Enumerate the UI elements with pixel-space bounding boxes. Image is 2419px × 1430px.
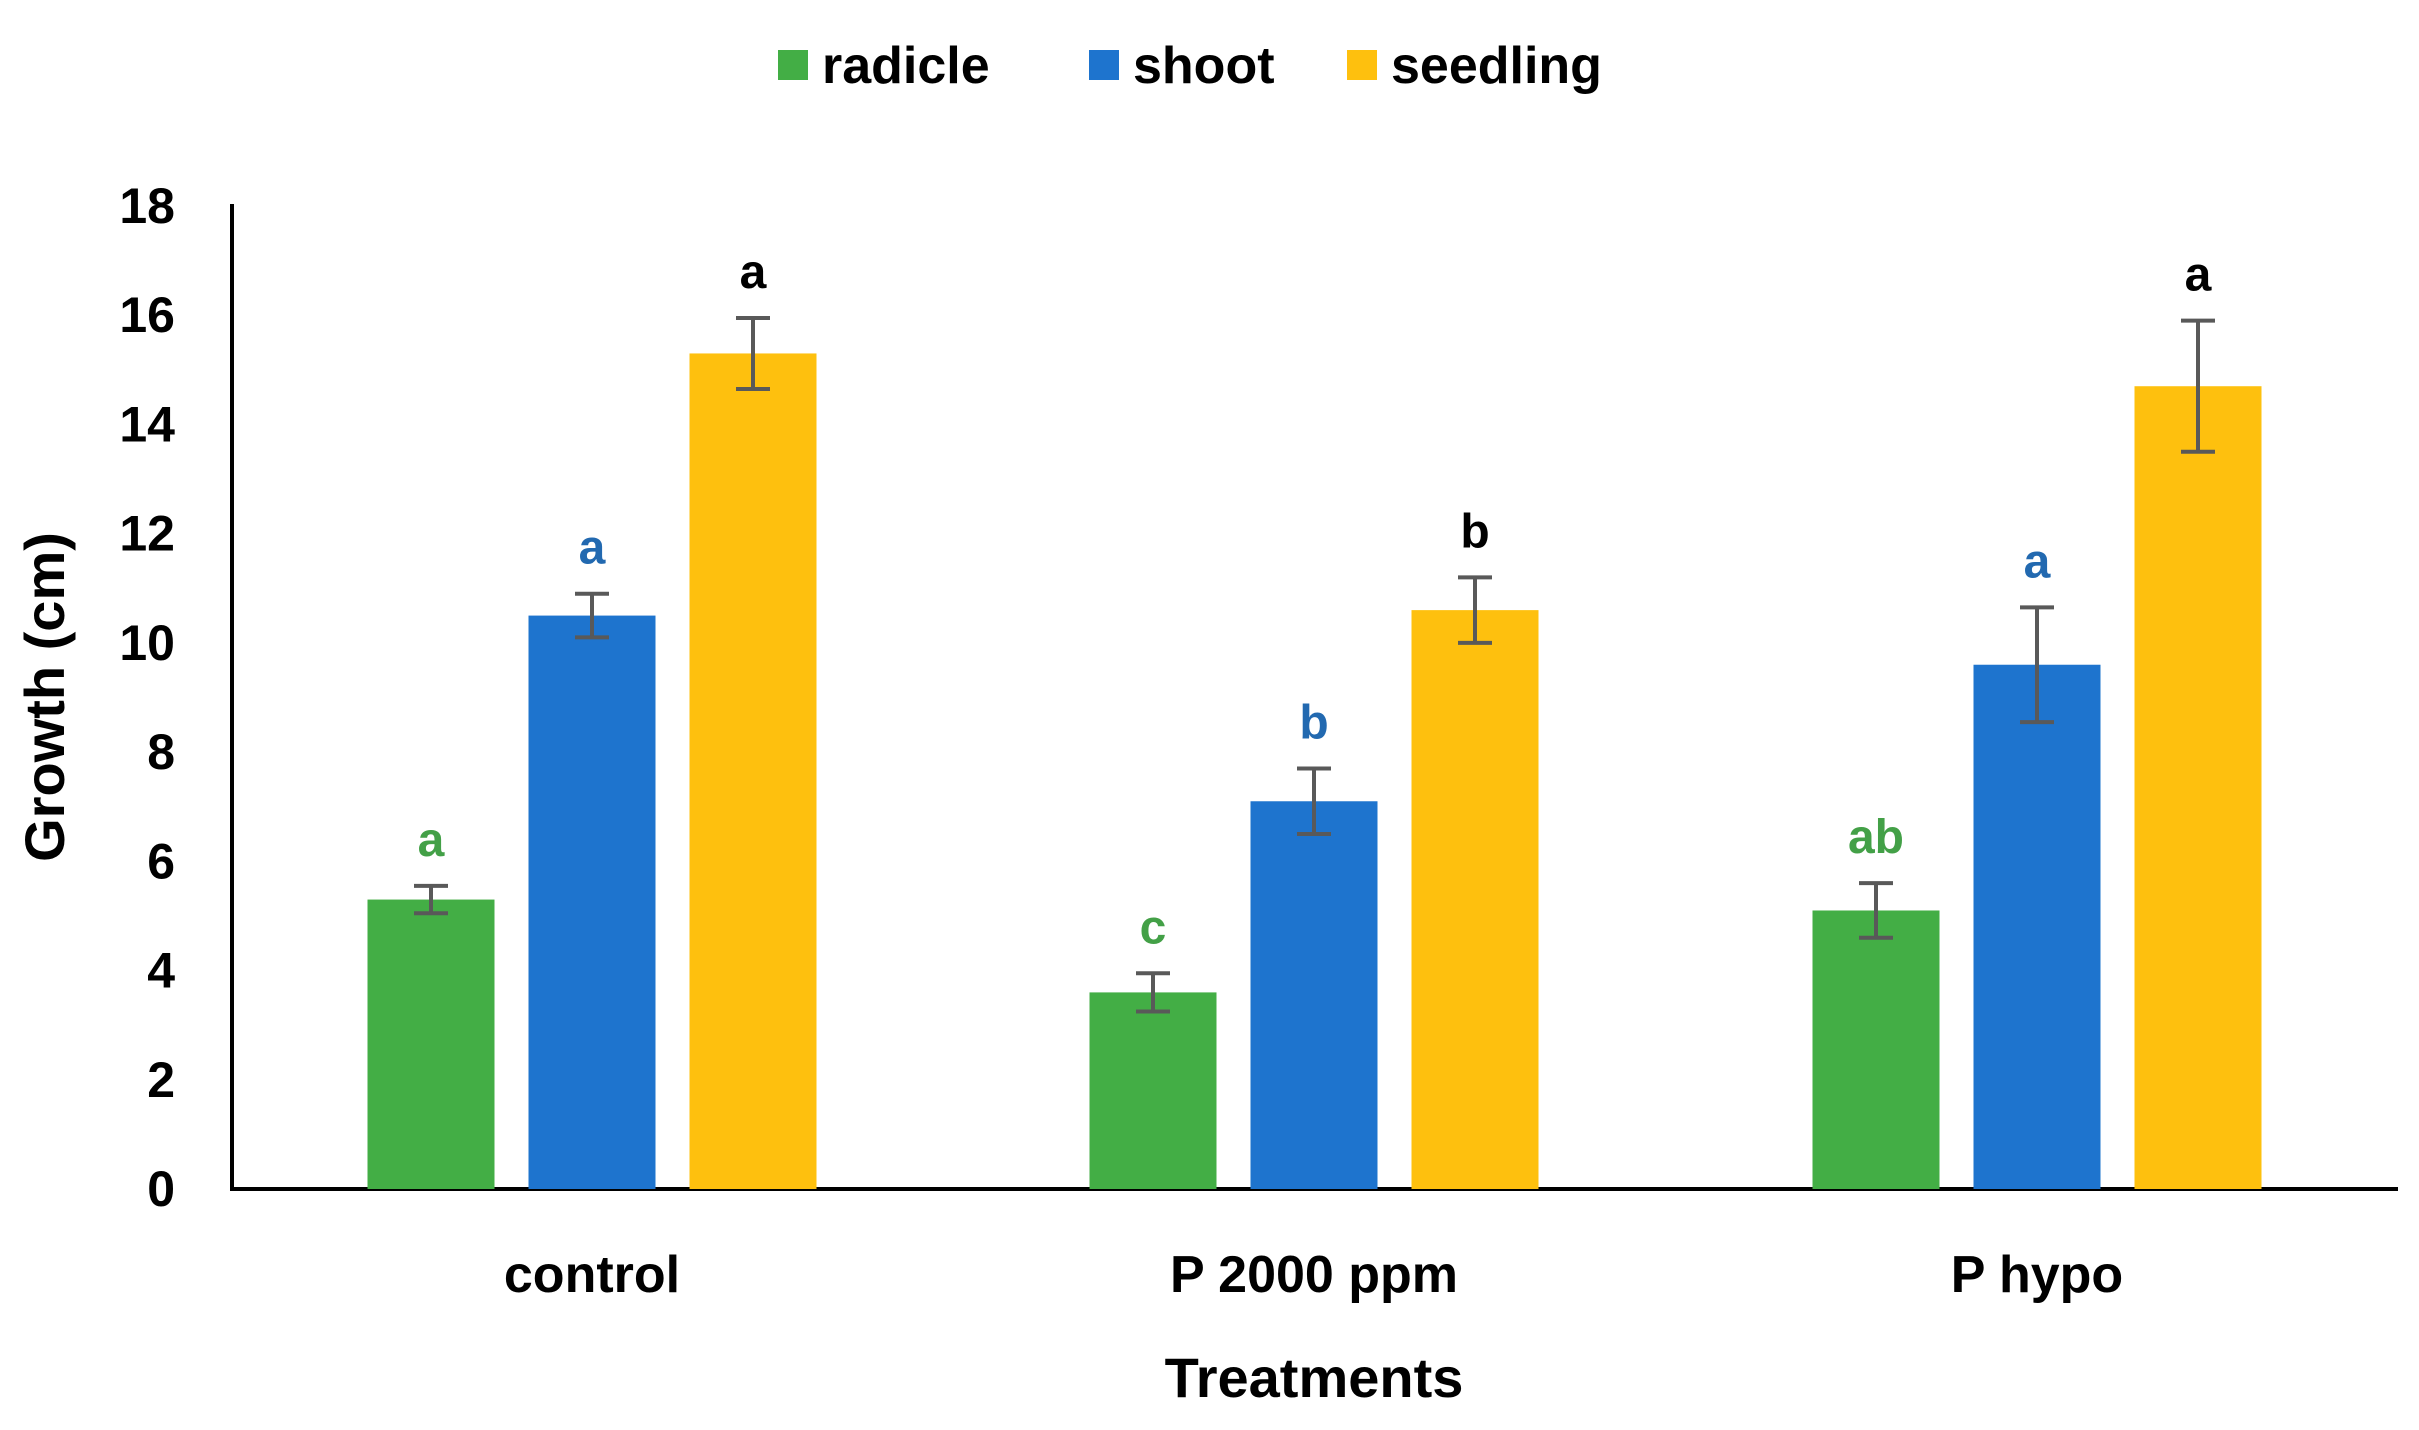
y-tick-label: 12 [119,506,175,562]
legend-item-seedling: seedling [1347,37,1602,95]
error-bar [575,591,609,640]
error-bar [1859,881,1893,940]
significance-label: b [1460,505,1489,558]
y-tick-label: 14 [119,396,175,452]
legend-swatch [1089,50,1119,80]
legend-label: radicle [822,37,990,95]
x-tick-label: P hypo [1951,1246,2123,1304]
bar-shoot [1250,801,1378,1189]
legend: radicle shoot seedling [778,37,1602,95]
legend-item-shoot: shoot [1089,37,1275,95]
y-tick-label: 18 [119,178,175,234]
bar-shoot [1973,664,2101,1189]
bars [367,353,2262,1189]
y-tick-label: 0 [147,1161,175,1217]
significance-label: a [740,246,767,299]
bar-radicle [1089,992,1217,1189]
y-tick-label: 2 [147,1052,175,1108]
bar-shoot [528,615,656,1189]
x-tick-label: P 2000 ppm [1170,1246,1458,1304]
significance-label: b [1299,696,1328,749]
legend-swatch [778,50,808,80]
significance-label: a [2024,535,2051,588]
error-bar [414,883,448,916]
error-bar [2020,605,2054,725]
error-bar [2181,318,2215,454]
y-tick-label: 4 [147,943,175,999]
significance-label: a [418,814,445,867]
y-tick-label: 6 [147,833,175,889]
legend-label: seedling [1391,37,1602,95]
y-tick-label: 16 [119,287,175,343]
error-bar [736,315,770,391]
bar-seedling [1411,610,1539,1189]
significance-label: a [579,522,606,575]
significance-label: a [2185,249,2212,302]
x-axis-title: Treatments [1165,1346,1464,1409]
error-bar [1136,971,1170,1014]
bar-seedling [689,353,817,1189]
significance-label: ab [1848,811,1904,864]
legend-item-radicle: radicle [778,37,990,95]
legend-swatch [1347,50,1377,80]
error-bar [1297,766,1331,837]
error-bar [1458,575,1492,645]
x-tick-label: control [504,1246,680,1304]
y-axis: 0 2 4 6 8 10 12 14 16 18 [119,178,234,1217]
legend-label: shoot [1133,37,1275,95]
significance-label: c [1140,901,1167,954]
x-axis: control P 2000 ppm P hypo [230,1187,2398,1304]
error-bars [414,315,2215,1014]
bar-radicle [367,899,495,1189]
bar-seedling [2134,386,2262,1189]
bar-radicle [1812,910,1940,1189]
y-axis-title: Growth (cm) [13,532,76,862]
y-tick-label: 10 [119,615,175,671]
y-tick-label: 8 [147,724,175,780]
